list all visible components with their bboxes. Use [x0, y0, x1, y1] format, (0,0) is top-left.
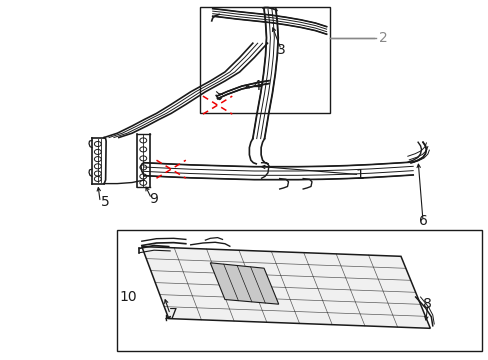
Text: 9: 9 [149, 192, 158, 206]
Text: 3: 3 [276, 43, 285, 57]
Bar [200, 7, 329, 113]
Text: 1: 1 [354, 168, 363, 181]
Text: 5: 5 [101, 195, 109, 209]
Text: 4: 4 [252, 79, 261, 93]
Polygon shape [210, 263, 278, 304]
Text: 7: 7 [169, 307, 178, 321]
Text: 6: 6 [418, 214, 427, 228]
Polygon shape [142, 247, 429, 328]
Bar [117, 230, 481, 351]
Text: 2: 2 [379, 31, 387, 45]
Text: 8: 8 [423, 297, 431, 311]
Text: 10: 10 [120, 290, 137, 304]
